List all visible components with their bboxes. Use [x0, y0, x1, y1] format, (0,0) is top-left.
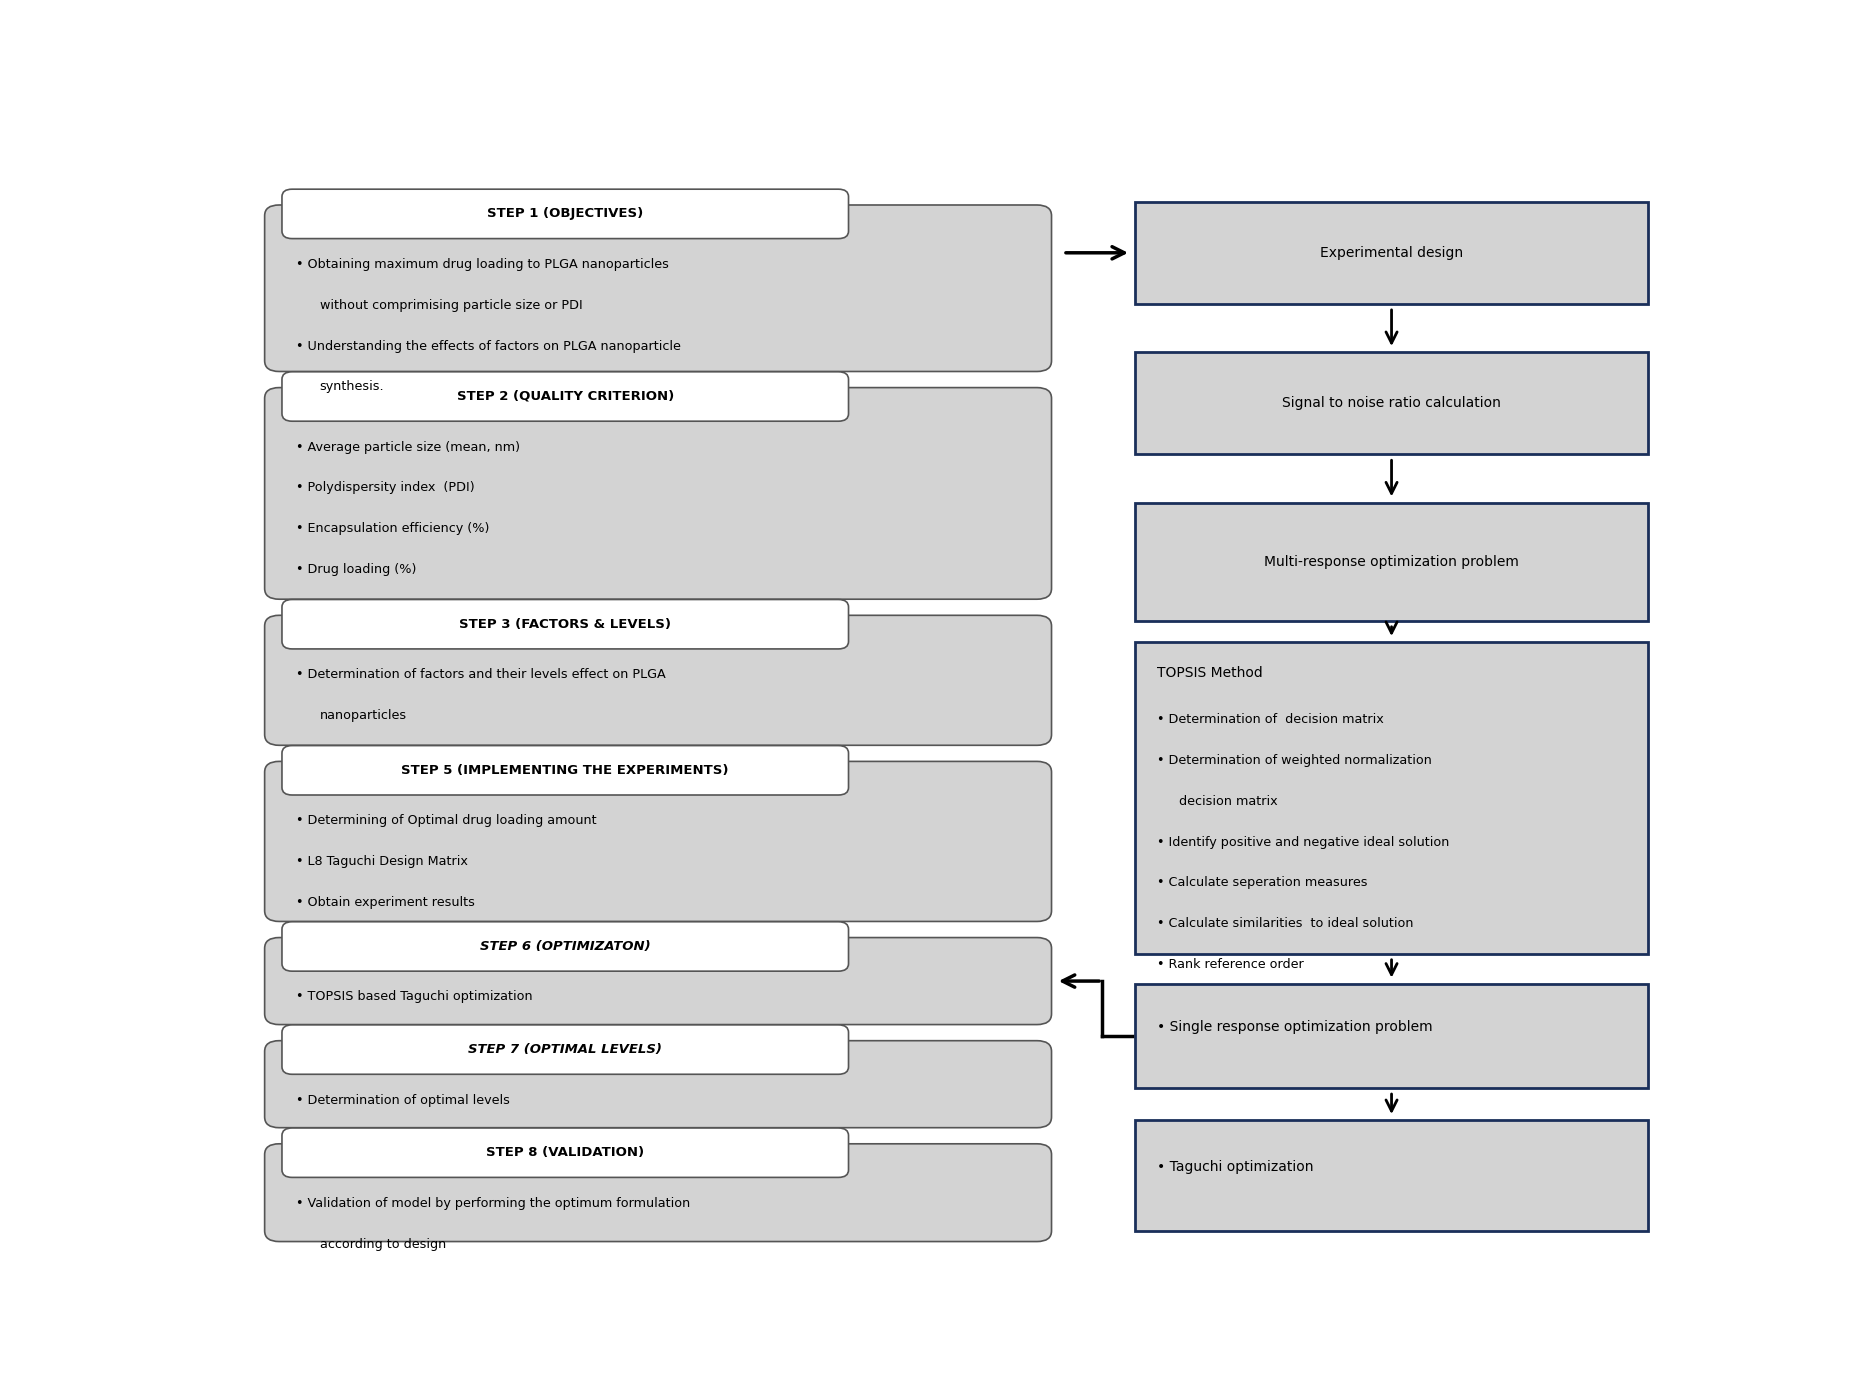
FancyBboxPatch shape [281, 1025, 848, 1074]
Text: • Average particle size (mean, nm): • Average particle size (mean, nm) [296, 441, 520, 453]
FancyBboxPatch shape [281, 745, 848, 795]
Text: • Obtaining maximum drug loading to PLGA nanoparticles: • Obtaining maximum drug loading to PLGA… [296, 258, 669, 271]
FancyBboxPatch shape [265, 1144, 1051, 1242]
FancyBboxPatch shape [1135, 202, 1647, 304]
FancyBboxPatch shape [281, 372, 848, 421]
Text: Signal to noise ratio calculation: Signal to noise ratio calculation [1282, 396, 1502, 410]
FancyBboxPatch shape [265, 388, 1051, 600]
FancyBboxPatch shape [1135, 352, 1647, 455]
Text: STEP 6 (OPTIMIZATON): STEP 6 (OPTIMIZATON) [481, 940, 650, 953]
FancyBboxPatch shape [281, 600, 848, 649]
Text: • L8 Taguchi Design Matrix: • L8 Taguchi Design Matrix [296, 855, 468, 868]
FancyBboxPatch shape [265, 205, 1051, 371]
Text: synthesis.: synthesis. [320, 381, 384, 393]
Text: • Rank reference order: • Rank reference order [1157, 958, 1304, 971]
Text: • Polydispersity index  (PDI): • Polydispersity index (PDI) [296, 481, 475, 494]
Text: • Calculate similarities  to ideal solution: • Calculate similarities to ideal soluti… [1157, 917, 1414, 930]
FancyBboxPatch shape [281, 1129, 848, 1177]
Text: • Taguchi optimization: • Taguchi optimization [1157, 1159, 1313, 1175]
FancyBboxPatch shape [1135, 502, 1647, 621]
Text: STEP 7 (OPTIMAL LEVELS): STEP 7 (OPTIMAL LEVELS) [468, 1043, 661, 1056]
Text: Experimental design: Experimental design [1321, 246, 1462, 259]
FancyBboxPatch shape [281, 190, 848, 239]
Text: • TOPSIS based Taguchi optimization: • TOPSIS based Taguchi optimization [296, 990, 533, 1003]
Text: TOPSIS Method: TOPSIS Method [1157, 665, 1263, 679]
Text: STEP 5 (IMPLEMENTING THE EXPERIMENTS): STEP 5 (IMPLEMENTING THE EXPERIMENTS) [402, 764, 728, 777]
FancyBboxPatch shape [265, 1041, 1051, 1127]
Text: • Determination of factors and their levels effect on PLGA: • Determination of factors and their lev… [296, 668, 667, 681]
Text: decision matrix: decision matrix [1179, 795, 1278, 808]
Text: STEP 1 (OBJECTIVES): STEP 1 (OBJECTIVES) [486, 208, 643, 220]
Text: STEP 3 (FACTORS & LEVELS): STEP 3 (FACTORS & LEVELS) [460, 618, 671, 631]
Text: according to design: according to design [320, 1237, 445, 1250]
Text: STEP 8 (VALIDATION): STEP 8 (VALIDATION) [486, 1147, 645, 1159]
Text: • Identify positive and negative ideal solution: • Identify positive and negative ideal s… [1157, 836, 1449, 848]
Text: • Determination of optimal levels: • Determination of optimal levels [296, 1094, 510, 1106]
FancyBboxPatch shape [1135, 642, 1647, 954]
Text: • Encapsulation efficiency (%): • Encapsulation efficiency (%) [296, 522, 490, 536]
FancyBboxPatch shape [1135, 983, 1647, 1088]
FancyBboxPatch shape [265, 615, 1051, 745]
FancyBboxPatch shape [265, 937, 1051, 1024]
Text: without comprimising particle size or PDI: without comprimising particle size or PD… [320, 299, 583, 311]
FancyBboxPatch shape [265, 762, 1051, 922]
Text: • Validation of model by performing the optimum formulation: • Validation of model by performing the … [296, 1197, 691, 1209]
Text: • Obtain experiment results: • Obtain experiment results [296, 896, 475, 910]
Text: • Calculate seperation measures: • Calculate seperation measures [1157, 876, 1367, 890]
Text: • Drug loading (%): • Drug loading (%) [296, 564, 417, 576]
FancyBboxPatch shape [281, 922, 848, 971]
Text: Multi-response optimization problem: Multi-response optimization problem [1265, 555, 1518, 569]
Text: • Understanding the effects of factors on PLGA nanoparticle: • Understanding the effects of factors o… [296, 339, 682, 353]
Text: nanoparticles: nanoparticles [320, 709, 406, 723]
Text: • Determination of weighted normalization: • Determination of weighted normalizatio… [1157, 753, 1433, 767]
Text: STEP 2 (QUALITY CRITERION): STEP 2 (QUALITY CRITERION) [456, 391, 674, 403]
Text: • Single response optimization problem: • Single response optimization problem [1157, 1020, 1433, 1034]
Text: • Determination of  decision matrix: • Determination of decision matrix [1157, 713, 1384, 725]
Text: • Determining of Optimal drug loading amount: • Determining of Optimal drug loading am… [296, 815, 596, 827]
FancyBboxPatch shape [1135, 1120, 1647, 1230]
